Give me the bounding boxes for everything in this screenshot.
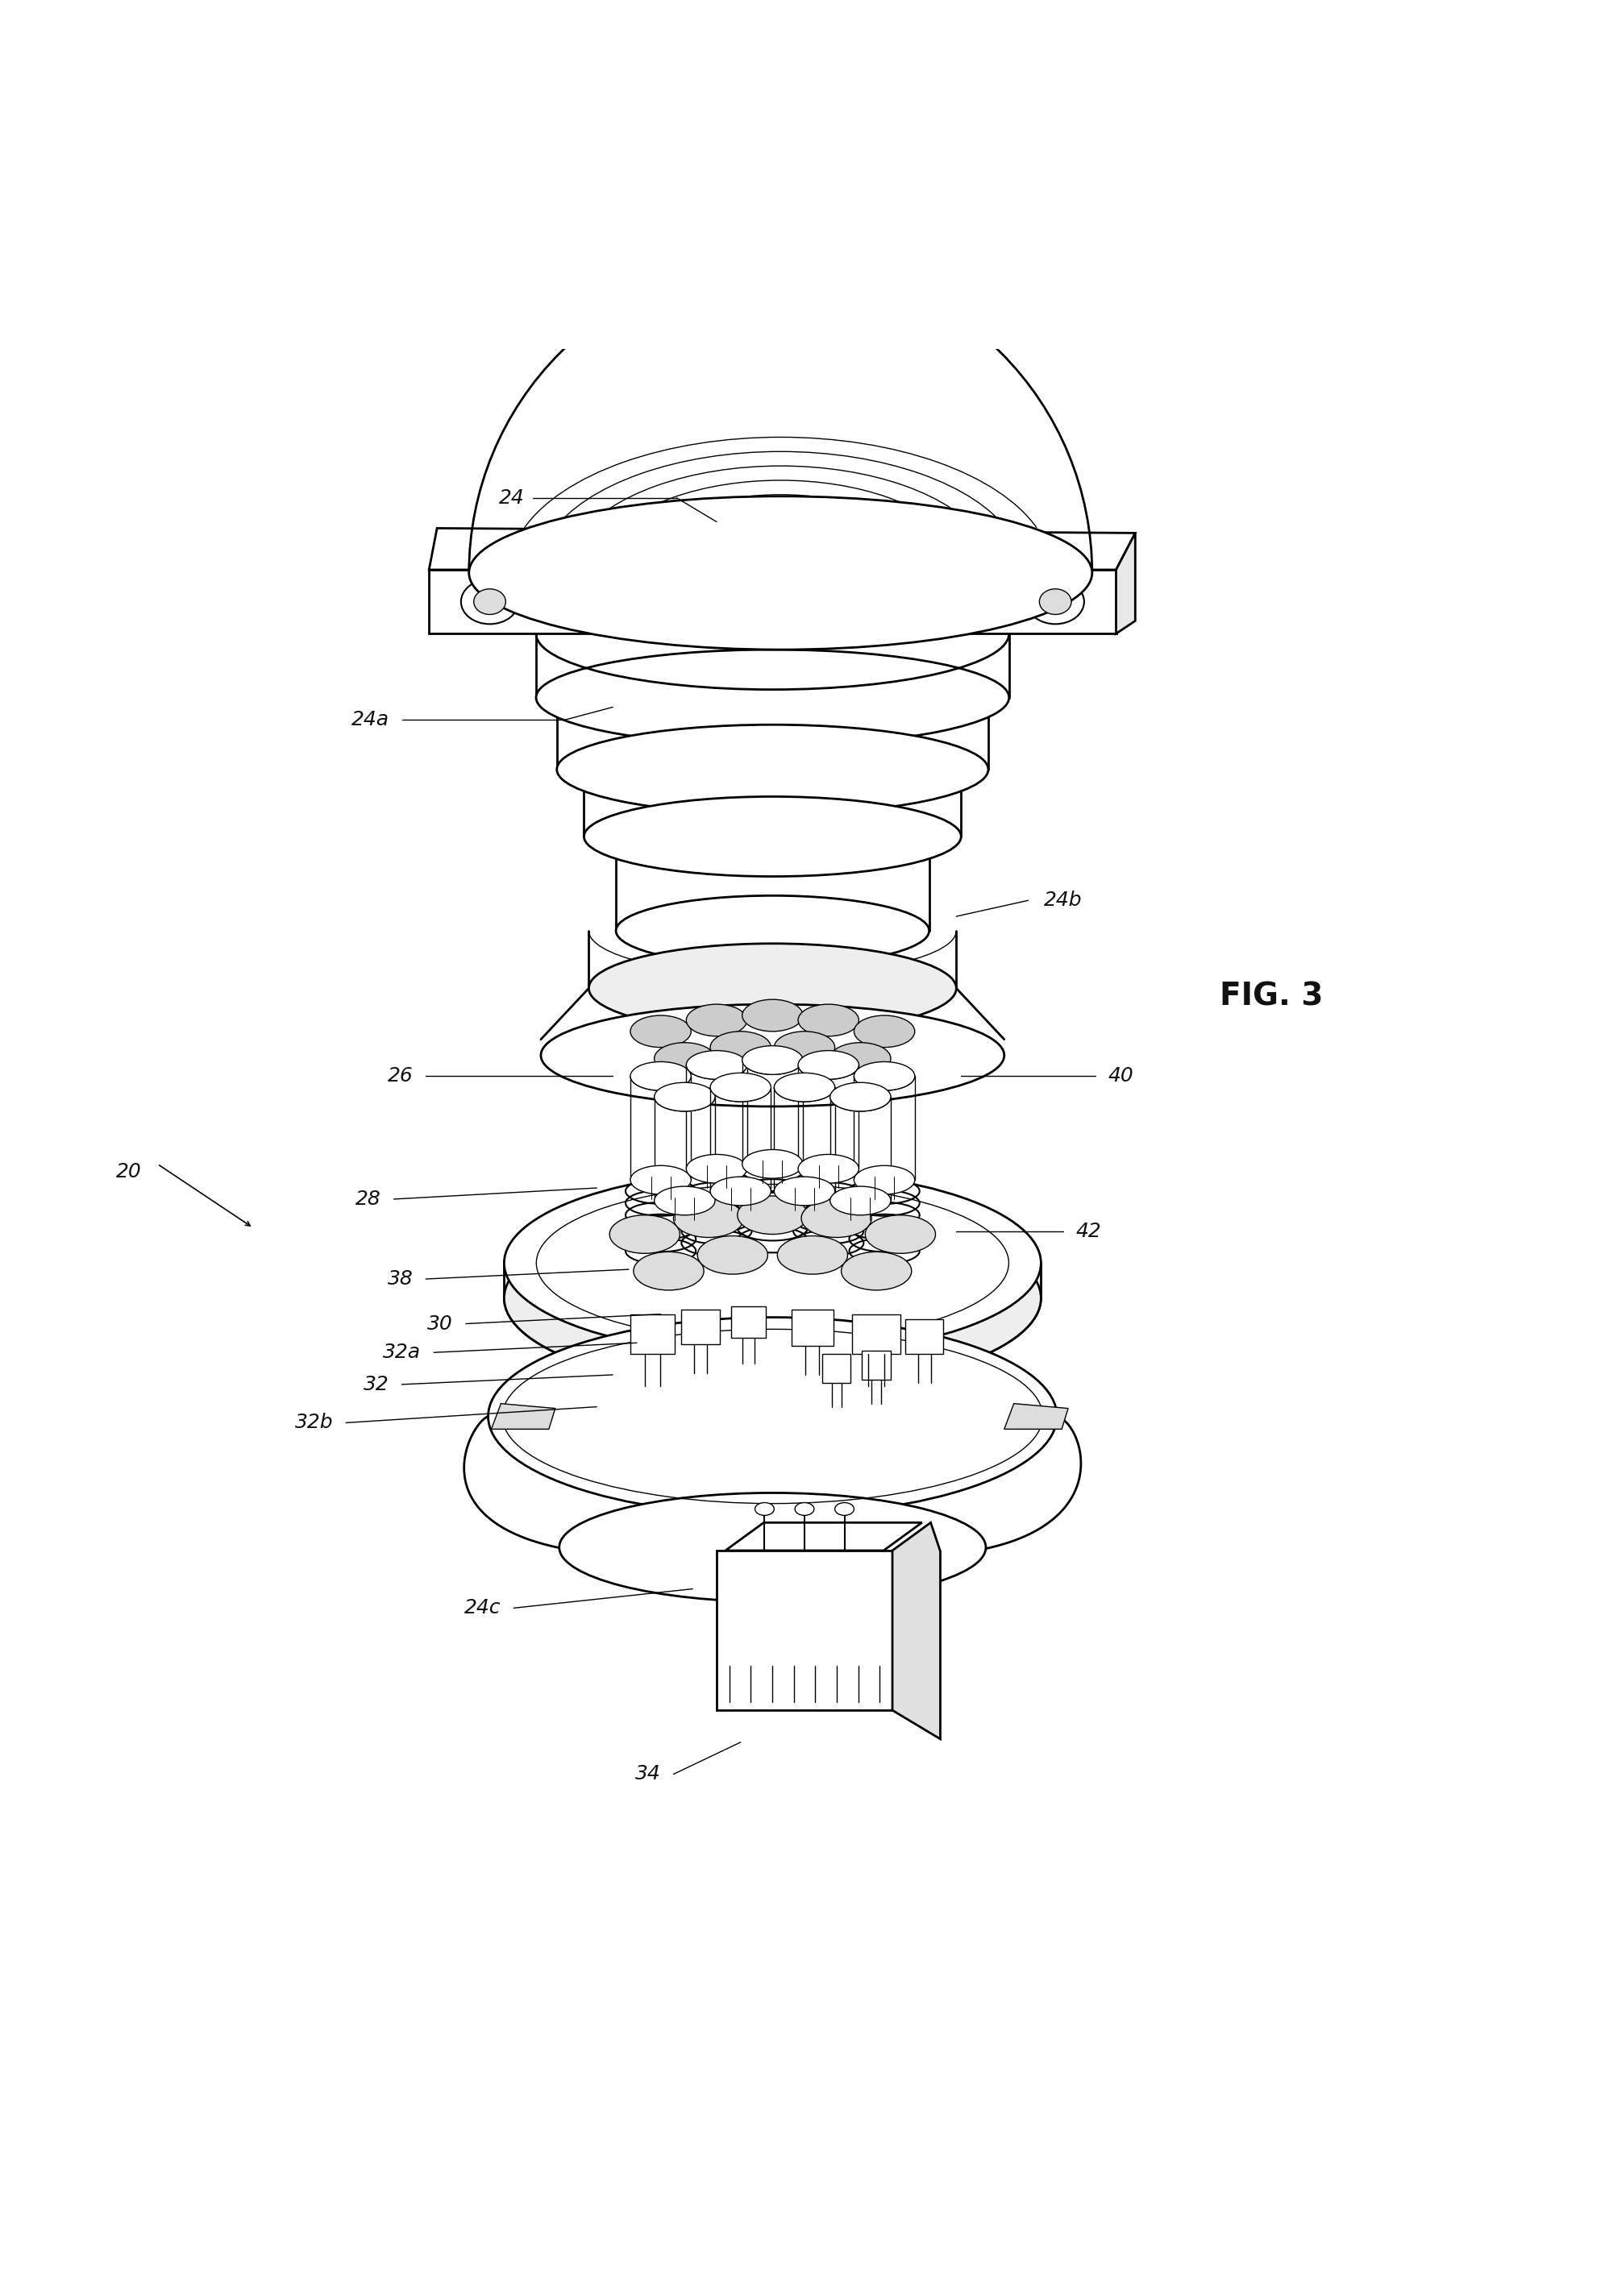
Text: 32b: 32b [294, 1412, 333, 1433]
Bar [792, 1309, 833, 1345]
Text: 26: 26 [388, 1065, 414, 1086]
Text: 38: 38 [388, 1270, 414, 1288]
Text: 24a: 24a [351, 709, 389, 730]
Ellipse shape [710, 1072, 771, 1102]
Polygon shape [430, 569, 1117, 634]
Text: 40: 40 [1109, 1065, 1134, 1086]
Text: 30: 30 [428, 1313, 454, 1334]
Polygon shape [1117, 533, 1136, 634]
Ellipse shape [854, 1166, 916, 1194]
Text: 28: 28 [356, 1189, 381, 1208]
Ellipse shape [687, 1052, 747, 1079]
Bar [682, 1309, 719, 1345]
Ellipse shape [742, 1045, 803, 1075]
Polygon shape [491, 1403, 555, 1428]
Ellipse shape [631, 1061, 690, 1091]
Ellipse shape [697, 1235, 767, 1274]
Ellipse shape [798, 1003, 859, 1035]
Ellipse shape [616, 895, 928, 967]
Text: 24b: 24b [1044, 891, 1083, 909]
Polygon shape [1004, 1403, 1068, 1428]
Ellipse shape [584, 797, 961, 877]
Polygon shape [716, 1550, 893, 1711]
Ellipse shape [589, 944, 956, 1033]
Ellipse shape [655, 1042, 714, 1075]
Text: FIG. 3: FIG. 3 [1220, 980, 1324, 1013]
Ellipse shape [774, 1031, 835, 1063]
Ellipse shape [801, 1199, 872, 1238]
Ellipse shape [774, 1072, 835, 1102]
Ellipse shape [755, 1502, 774, 1515]
Ellipse shape [460, 579, 518, 625]
Ellipse shape [687, 1003, 747, 1035]
Ellipse shape [674, 1199, 743, 1238]
Ellipse shape [488, 1318, 1057, 1515]
Ellipse shape [830, 1042, 891, 1075]
Ellipse shape [742, 1150, 803, 1178]
Bar [822, 1355, 851, 1382]
Ellipse shape [710, 1178, 771, 1205]
Ellipse shape [1039, 588, 1072, 615]
Text: 20: 20 [116, 1162, 142, 1182]
Ellipse shape [687, 1155, 747, 1182]
Ellipse shape [631, 1166, 690, 1194]
Ellipse shape [798, 1155, 859, 1182]
Ellipse shape [798, 1052, 859, 1079]
Text: 32: 32 [364, 1375, 389, 1394]
Bar [906, 1318, 943, 1355]
Ellipse shape [737, 1196, 808, 1235]
Ellipse shape [655, 1081, 714, 1111]
Ellipse shape [541, 1003, 1004, 1107]
Polygon shape [430, 528, 1136, 569]
Ellipse shape [634, 1251, 703, 1290]
Ellipse shape [1027, 579, 1084, 625]
Text: 32a: 32a [383, 1343, 422, 1362]
Ellipse shape [777, 1235, 848, 1274]
Text: 42: 42 [1076, 1221, 1102, 1240]
Ellipse shape [830, 1081, 891, 1111]
Ellipse shape [631, 1015, 690, 1047]
Ellipse shape [842, 1251, 912, 1290]
Bar [631, 1313, 676, 1355]
Polygon shape [893, 1522, 940, 1738]
Ellipse shape [655, 1187, 714, 1215]
Ellipse shape [710, 1031, 771, 1063]
Text: 24c: 24c [465, 1598, 500, 1619]
Ellipse shape [557, 726, 988, 815]
Ellipse shape [504, 1205, 1041, 1391]
Ellipse shape [866, 1215, 935, 1254]
Ellipse shape [473, 588, 505, 615]
Ellipse shape [835, 1502, 854, 1515]
Bar [853, 1313, 901, 1355]
Ellipse shape [774, 1178, 835, 1205]
Polygon shape [726, 1522, 922, 1550]
Ellipse shape [560, 1492, 986, 1603]
Bar [730, 1306, 766, 1339]
Ellipse shape [468, 496, 1093, 650]
Ellipse shape [742, 999, 803, 1031]
Ellipse shape [610, 1215, 681, 1254]
Ellipse shape [795, 1502, 814, 1515]
Text: 24: 24 [499, 489, 525, 507]
Ellipse shape [830, 1187, 891, 1215]
Text: 34: 34 [636, 1766, 661, 1784]
Ellipse shape [536, 650, 1009, 746]
Ellipse shape [504, 1171, 1041, 1355]
Ellipse shape [854, 1015, 916, 1047]
Ellipse shape [854, 1061, 916, 1091]
Bar [862, 1350, 891, 1380]
